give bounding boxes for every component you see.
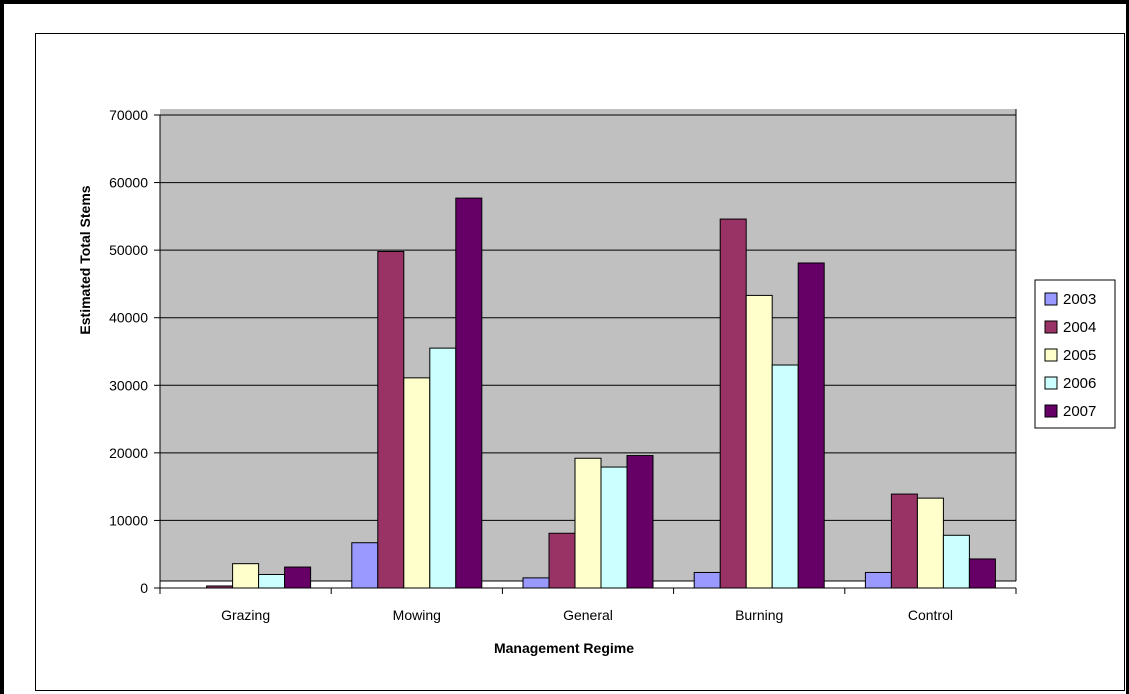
- legend-label-2003: 2003: [1063, 291, 1096, 308]
- y-tick-label: 30000: [109, 377, 148, 393]
- bar-mowing-2005: [403, 377, 431, 589]
- legend-label-2005: 2005: [1063, 347, 1096, 364]
- bar-control-2003: [864, 571, 892, 589]
- bar-control-2005: [916, 497, 944, 589]
- legend-swatch-2003: [1044, 292, 1058, 306]
- bar-grazing-2007: [284, 566, 312, 589]
- y-tick-label: 40000: [109, 310, 148, 326]
- bar-control-2004: [890, 493, 918, 589]
- y-tick-label: 70000: [109, 107, 148, 123]
- y-tick-label: 60000: [109, 175, 148, 191]
- bar-general-2007: [626, 455, 654, 589]
- bar-mowing-2003: [351, 542, 379, 589]
- bar-mowing-2006: [429, 347, 457, 589]
- legend-swatch-2005: [1044, 348, 1058, 362]
- bar-burning-2004: [719, 218, 747, 589]
- bar-mowing-2007: [455, 197, 483, 589]
- bar-burning-2007: [797, 262, 825, 589]
- bar-general-2004: [548, 532, 576, 589]
- bar-control-2006: [942, 534, 970, 589]
- legend: 2003 2004 2005 2006 2007: [1034, 279, 1116, 429]
- bars: [206, 197, 996, 589]
- legend-label-2004: 2004: [1063, 319, 1096, 336]
- x-axis-title: Management Regime: [494, 640, 634, 656]
- x-tick-label: Burning: [735, 607, 783, 623]
- bar-grazing-2006: [258, 573, 286, 589]
- x-tick-label: General: [563, 607, 613, 623]
- y-axis-title: Estimated Total Stems: [77, 185, 93, 334]
- legend-swatch-2007: [1044, 404, 1058, 418]
- bar-grazing-2005: [232, 563, 260, 589]
- legend-label-2006: 2006: [1063, 375, 1096, 392]
- bar-general-2006: [600, 466, 628, 589]
- legend-label-2007: 2007: [1063, 403, 1096, 420]
- chart-inner-frame: [35, 33, 1125, 691]
- x-tick-label: Control: [908, 607, 953, 623]
- legend-swatch-2004: [1044, 320, 1058, 334]
- bar-burning-2003: [693, 571, 721, 589]
- y-tick-label: 50000: [109, 242, 148, 258]
- y-tick-label: 10000: [109, 512, 148, 528]
- bar-general-2003: [522, 577, 550, 589]
- x-tick-label: Mowing: [393, 607, 441, 623]
- bar-mowing-2004: [377, 250, 405, 589]
- bar-burning-2006: [771, 364, 799, 589]
- bar-control-2007: [968, 558, 996, 589]
- bar-burning-2005: [745, 294, 773, 589]
- x-tick-label: Grazing: [221, 607, 270, 623]
- y-tick-label: 20000: [109, 445, 148, 461]
- legend-swatch-2006: [1044, 376, 1058, 390]
- bar-general-2005: [574, 457, 602, 589]
- y-tick-label: 0: [140, 580, 148, 596]
- axes: 0 10000 20000 30000 40000 50000 60000 70000 Graz…: [109, 107, 1017, 623]
